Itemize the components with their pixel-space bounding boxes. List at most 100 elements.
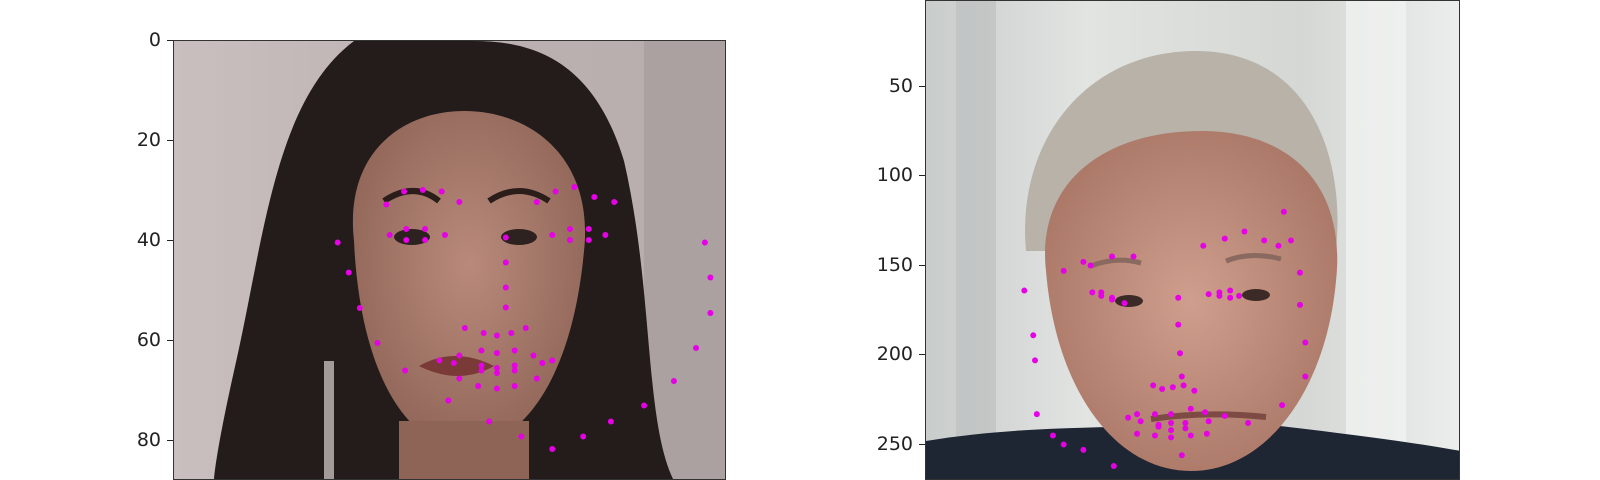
landmark-point xyxy=(533,199,540,205)
landmark-point xyxy=(1169,384,1176,391)
landmark-point xyxy=(566,237,573,243)
image-left-svg xyxy=(174,41,725,479)
landmark-point xyxy=(1178,373,1185,380)
landmark-point xyxy=(1021,287,1028,294)
landmark-point xyxy=(1151,432,1158,439)
landmark-point xyxy=(511,383,518,389)
landmark-point xyxy=(511,362,518,369)
landmark-point xyxy=(1121,300,1128,307)
landmark-point xyxy=(549,446,556,452)
landmark-point xyxy=(607,418,614,425)
landmark-point xyxy=(511,347,518,354)
landmark-point xyxy=(707,274,714,281)
landmark-point xyxy=(422,237,429,243)
landmark-point xyxy=(701,239,708,246)
landmark-point xyxy=(1288,237,1295,244)
landmark-point xyxy=(1280,208,1287,215)
landmark-point xyxy=(374,340,381,346)
landmark-point xyxy=(1187,405,1194,412)
y-tick-label: 40 xyxy=(136,229,161,251)
landmark-point xyxy=(1033,411,1040,418)
face-shape xyxy=(1045,131,1338,471)
landmark-point xyxy=(602,232,609,238)
landmark-point xyxy=(334,239,341,246)
landmark-point xyxy=(1275,242,1282,249)
landmark-point xyxy=(1302,339,1309,346)
y-tick-mark xyxy=(167,40,173,41)
landmark-point xyxy=(1089,289,1096,296)
landmark-point xyxy=(571,184,578,190)
landmark-point xyxy=(580,433,587,440)
landmark-point xyxy=(478,347,485,354)
landmark-point xyxy=(502,304,509,311)
landmark-point xyxy=(438,188,445,195)
landmark-point xyxy=(1296,269,1303,276)
landmark-point xyxy=(693,345,700,351)
landmark-point xyxy=(1109,294,1116,301)
y-tick-label: 150 xyxy=(876,253,913,276)
landmark-point xyxy=(611,199,618,205)
landmark-point xyxy=(1187,432,1194,439)
landmark-point xyxy=(1032,357,1039,364)
landmark-point xyxy=(445,397,452,404)
landmark-point xyxy=(1151,411,1158,418)
landmark-point xyxy=(1205,291,1212,298)
y-tick-mark xyxy=(167,240,173,241)
landmark-point xyxy=(1134,430,1141,437)
landmark-point xyxy=(1191,387,1198,394)
landmark-point xyxy=(1087,262,1094,269)
landmark-point xyxy=(1261,237,1268,244)
landmark-point xyxy=(530,352,537,359)
landmark-point xyxy=(356,305,363,311)
landmark-point xyxy=(1168,434,1175,441)
y-tick-mark xyxy=(167,440,173,441)
landmark-point xyxy=(441,232,448,238)
landmark-point xyxy=(456,375,463,382)
y-tick-mark xyxy=(167,340,173,341)
landmark-point xyxy=(641,402,648,409)
landmark-point xyxy=(1227,287,1234,294)
landmark-point xyxy=(493,350,500,356)
landmark-point xyxy=(1159,386,1166,393)
landmark-point xyxy=(1080,446,1087,453)
landmark-point xyxy=(1080,258,1087,265)
landmark-point xyxy=(450,360,457,366)
landmark-point xyxy=(502,284,509,291)
image-right-svg xyxy=(926,1,1459,479)
landmark-point xyxy=(1137,418,1144,425)
landmark-point xyxy=(1221,235,1228,242)
landmark-point xyxy=(585,226,592,232)
landmark-point xyxy=(508,330,515,336)
image-panel-left xyxy=(173,40,726,480)
landmark-point xyxy=(511,367,518,374)
landmark-point xyxy=(386,232,393,238)
landmark-point xyxy=(401,188,408,195)
y-tick-label: 50 xyxy=(888,74,913,97)
image-panel-right xyxy=(925,0,1460,480)
landmark-point xyxy=(403,237,410,243)
landmark-point xyxy=(539,360,546,366)
landmark-point xyxy=(493,370,500,376)
landmark-point xyxy=(585,237,592,243)
landmark-point xyxy=(670,378,677,384)
y-tick-mark xyxy=(919,443,925,445)
landmark-point xyxy=(1060,267,1067,274)
landmark-point xyxy=(475,383,482,389)
landmark-point xyxy=(480,330,487,336)
landmark-point xyxy=(493,332,500,339)
y-tick-label: 60 xyxy=(136,329,161,351)
landmark-point xyxy=(1296,301,1303,308)
landmark-point xyxy=(493,365,500,371)
landmark-point xyxy=(1168,420,1175,427)
landmark-point xyxy=(1155,423,1162,430)
y-tick-label: 0 xyxy=(148,29,161,51)
landmark-point xyxy=(1236,292,1243,299)
landmark-point xyxy=(1216,292,1223,299)
landmark-point xyxy=(1227,294,1234,301)
landmark-point xyxy=(1182,420,1189,427)
landmark-point xyxy=(1175,321,1182,328)
landmark-point xyxy=(1030,332,1037,339)
landmark-point xyxy=(419,187,426,193)
landmark-point xyxy=(478,367,485,374)
y-tick-mark xyxy=(919,175,925,176)
